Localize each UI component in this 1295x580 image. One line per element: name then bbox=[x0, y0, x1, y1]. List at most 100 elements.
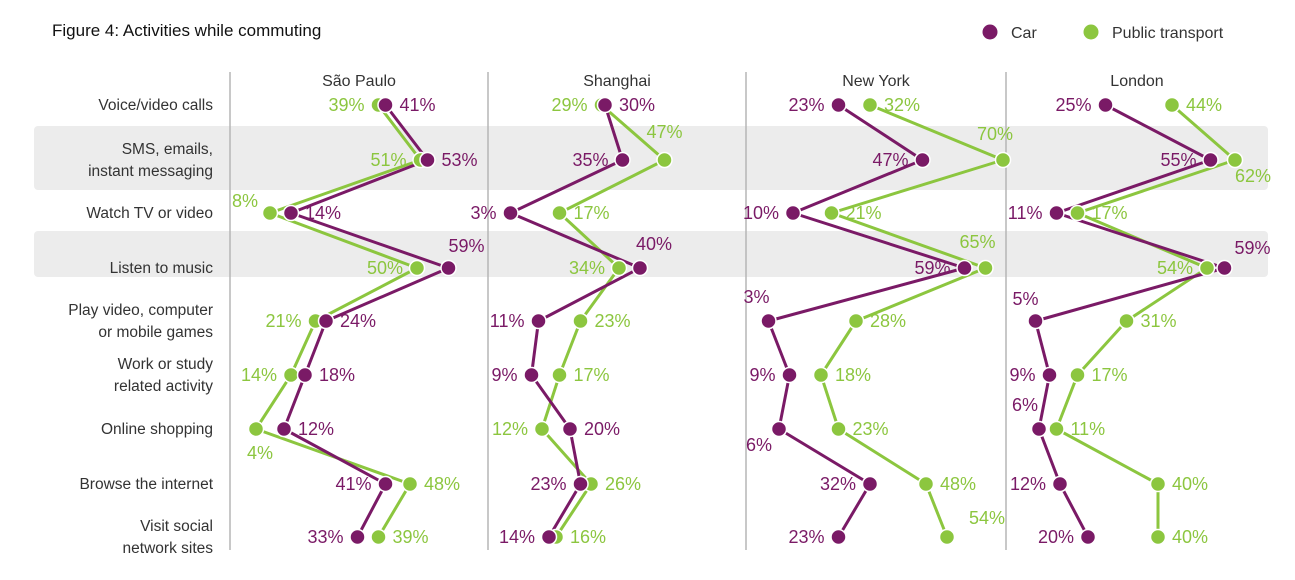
data-label-car: 11% bbox=[1008, 203, 1043, 223]
data-label-public-transport: 65% bbox=[959, 232, 995, 252]
data-label-public-transport: 16% bbox=[570, 527, 606, 547]
data-point-public-transport bbox=[830, 420, 847, 438]
legend-marker bbox=[982, 24, 998, 40]
data-point-car bbox=[1097, 96, 1114, 114]
data-point-public-transport bbox=[861, 96, 879, 114]
data-label-public-transport: 48% bbox=[940, 474, 976, 494]
legend: Car Public transport bbox=[982, 24, 1224, 42]
data-point-public-transport bbox=[1149, 475, 1167, 493]
data-label-car: 12% bbox=[298, 419, 334, 439]
category-label: Watch TV or video bbox=[86, 205, 213, 222]
data-label-car: 59% bbox=[449, 236, 485, 256]
data-point-public-transport bbox=[1198, 259, 1216, 277]
data-point-car bbox=[760, 312, 777, 330]
data-point-car bbox=[830, 96, 847, 114]
data-label-car: 59% bbox=[914, 258, 950, 278]
panel-title: London bbox=[1110, 73, 1163, 90]
data-point-car bbox=[1202, 151, 1219, 169]
data-label-car: 59% bbox=[1235, 238, 1271, 258]
data-label-car: 14% bbox=[305, 203, 341, 223]
legend-label: Public transport bbox=[1112, 25, 1224, 42]
data-point-car bbox=[377, 96, 394, 114]
data-label-car: 25% bbox=[1055, 95, 1091, 115]
data-point-car bbox=[830, 528, 847, 546]
data-label-public-transport: 31% bbox=[1141, 311, 1177, 331]
data-label-car: 9% bbox=[1009, 365, 1035, 385]
data-point-public-transport bbox=[551, 366, 568, 384]
data-point-car bbox=[561, 420, 579, 438]
data-point-public-transport bbox=[812, 366, 830, 384]
data-point-public-transport bbox=[917, 475, 935, 493]
data-label-public-transport: 50% bbox=[367, 258, 403, 278]
data-label-car: 23% bbox=[788, 95, 824, 115]
data-label-car: 40% bbox=[636, 234, 672, 254]
data-point-car bbox=[956, 259, 973, 277]
data-point-car bbox=[440, 259, 457, 277]
data-point-public-transport bbox=[551, 204, 568, 222]
category-label: Voice/video calls bbox=[98, 97, 213, 114]
data-point-public-transport bbox=[1118, 312, 1135, 330]
data-point-car bbox=[419, 151, 436, 169]
data-point-car bbox=[781, 366, 798, 384]
data-point-car bbox=[861, 475, 879, 493]
data-label-public-transport: 51% bbox=[370, 150, 406, 170]
data-label-public-transport: 34% bbox=[569, 258, 605, 278]
data-label-public-transport: 11% bbox=[1071, 419, 1106, 439]
data-point-car bbox=[1027, 312, 1044, 330]
data-label-public-transport: 14% bbox=[241, 365, 277, 385]
data-point-car bbox=[502, 204, 519, 222]
data-label-public-transport: 54% bbox=[969, 508, 1005, 528]
data-label-car: 41% bbox=[335, 474, 371, 494]
data-point-public-transport bbox=[261, 204, 279, 222]
data-label-public-transport: 44% bbox=[1186, 95, 1222, 115]
data-label-car: 23% bbox=[788, 527, 824, 547]
data-point-public-transport bbox=[533, 420, 551, 438]
data-label-car: 18% bbox=[319, 365, 355, 385]
data-label-car: 3% bbox=[470, 203, 496, 223]
data-label-car: 10% bbox=[743, 203, 779, 223]
data-label-car: 47% bbox=[872, 150, 908, 170]
category-label: Work or study related activity bbox=[114, 356, 213, 395]
data-point-car bbox=[784, 204, 802, 222]
data-point-car bbox=[349, 528, 366, 546]
category-label: SMS, emails, instant messaging bbox=[88, 141, 213, 180]
legend-item: Public transport bbox=[1083, 24, 1224, 42]
panel-title: São Paulo bbox=[322, 73, 396, 90]
data-label-public-transport: 40% bbox=[1172, 527, 1208, 547]
data-point-public-transport bbox=[1069, 366, 1086, 384]
data-point-car bbox=[1048, 204, 1065, 222]
data-label-car: 5% bbox=[1012, 289, 1038, 309]
data-point-car bbox=[770, 420, 788, 438]
data-point-public-transport bbox=[247, 420, 265, 438]
data-point-car bbox=[1079, 528, 1097, 546]
data-label-car: 6% bbox=[1012, 395, 1038, 415]
data-point-public-transport bbox=[1048, 420, 1065, 438]
data-point-car bbox=[540, 528, 558, 546]
data-point-car bbox=[572, 475, 589, 493]
panel-title: New York bbox=[842, 73, 911, 90]
data-point-public-transport bbox=[282, 366, 300, 384]
data-label-public-transport: 29% bbox=[551, 95, 587, 115]
data-point-car bbox=[596, 96, 614, 114]
data-point-car bbox=[631, 259, 649, 277]
data-label-car: 20% bbox=[584, 419, 620, 439]
data-label-public-transport: 47% bbox=[646, 122, 682, 142]
data-label-car: 12% bbox=[1010, 474, 1046, 494]
data-label-car: 53% bbox=[442, 150, 478, 170]
category-label: Browse the internet bbox=[79, 476, 213, 493]
data-label-car: 23% bbox=[530, 474, 566, 494]
panel: New York 32% 70% 21% 65% 28% 18% 23% 48% 54% 23% 47… bbox=[743, 73, 1013, 547]
data-point-car bbox=[275, 420, 293, 438]
data-point-car bbox=[317, 312, 335, 330]
data-point-car bbox=[1216, 259, 1233, 277]
data-label-public-transport: 4% bbox=[247, 443, 273, 463]
data-label-car: 30% bbox=[619, 95, 655, 115]
data-label-car: 55% bbox=[1160, 150, 1196, 170]
panel: São Paulo 39% 51% 8% 50% 21% 14% 4% 48% 39% 41% 53%… bbox=[232, 73, 485, 547]
data-label-car: 33% bbox=[307, 527, 343, 547]
data-label-public-transport: 70% bbox=[977, 124, 1013, 144]
data-label-public-transport: 17% bbox=[574, 203, 610, 223]
data-label-public-transport: 48% bbox=[424, 474, 460, 494]
data-label-public-transport: 18% bbox=[835, 365, 871, 385]
data-label-public-transport: 17% bbox=[1092, 365, 1128, 385]
